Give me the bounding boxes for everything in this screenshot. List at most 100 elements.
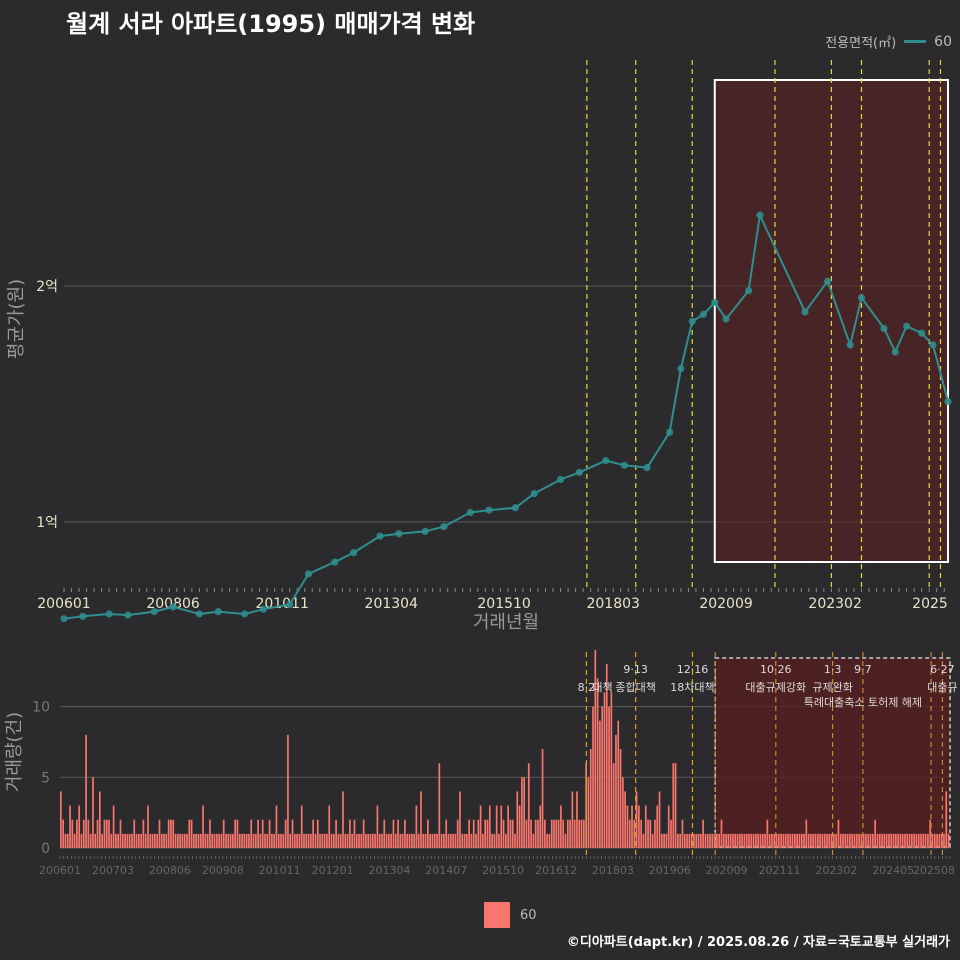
- volume-bar: [349, 819, 351, 848]
- volume-bar: [649, 819, 652, 848]
- volume-bar: [117, 833, 120, 848]
- volume-bar: [621, 777, 624, 848]
- volume-bar: [681, 819, 684, 848]
- volume-bar: [539, 805, 542, 848]
- volume-bar: [85, 734, 87, 848]
- volume-bar: [543, 819, 546, 848]
- volume-bar: [658, 791, 661, 848]
- x-tick-label-top: 202009: [699, 596, 752, 612]
- volume-bar: [688, 833, 691, 848]
- price-point: [530, 490, 538, 498]
- y-tick-label-bottom: 5: [41, 770, 50, 786]
- volume-bar: [314, 833, 317, 848]
- volume-bar: [149, 833, 152, 848]
- volume-bar: [839, 833, 842, 848]
- volume-bar: [220, 833, 223, 848]
- volume-bar: [248, 833, 250, 848]
- volume-bar: [126, 833, 129, 848]
- x-tick-label-top: 201803: [586, 596, 639, 612]
- volume-bar: [917, 833, 920, 848]
- volume-bar: [651, 833, 654, 848]
- volume-bar: [181, 833, 184, 848]
- price-point: [944, 397, 952, 406]
- price-point: [929, 341, 937, 349]
- volume-bar: [179, 833, 181, 848]
- volume-bar: [78, 805, 81, 848]
- volume-bar: [922, 833, 925, 848]
- volume-bar: [874, 819, 876, 848]
- volume-bar: [816, 833, 819, 848]
- volume-bar: [475, 833, 477, 848]
- x-tick-label-bottom: 201011: [259, 864, 301, 877]
- volume-bar: [612, 763, 615, 848]
- volume-bar: [300, 805, 303, 848]
- volume-bar: [312, 819, 315, 848]
- price-point: [240, 610, 249, 618]
- volume-bar: [124, 833, 126, 848]
- volume-bar: [631, 805, 633, 848]
- volume-bar: [353, 819, 356, 848]
- volume-bar: [404, 819, 406, 848]
- volume-bar: [415, 805, 418, 848]
- volume-bar: [429, 833, 431, 848]
- price-point: [824, 277, 832, 285]
- volume-bar: [582, 819, 585, 848]
- volume-bar: [849, 833, 851, 848]
- annotation-text: 대출규제강화: [745, 681, 806, 694]
- volume-bar: [787, 833, 789, 848]
- volume-bar: [470, 833, 473, 848]
- volume-bar: [679, 833, 682, 848]
- volume-bar: [791, 833, 794, 848]
- volume-bar: [525, 819, 528, 848]
- x-tick-label-bottom: 201803: [592, 864, 634, 877]
- annotation-date: 9·7: [854, 663, 872, 676]
- volume-bar: [438, 763, 441, 848]
- volume-bar: [424, 833, 427, 848]
- y-tick-label-top: 1억: [36, 515, 58, 531]
- volume-bar: [927, 833, 929, 848]
- volume-bar: [587, 777, 590, 848]
- volume-bar: [812, 833, 815, 848]
- volume-bar: [550, 819, 553, 848]
- volume-bar: [188, 819, 191, 848]
- volume-bar: [777, 833, 780, 848]
- volume-bar: [135, 833, 138, 848]
- volume-bar: [493, 833, 496, 848]
- volume-bar: [846, 833, 849, 848]
- volume-bar: [835, 833, 838, 848]
- volume-bar: [449, 833, 452, 848]
- x-tick-label-bottom: 202302: [815, 864, 857, 877]
- volume-bar: [280, 833, 282, 848]
- volume-bar: [261, 819, 264, 848]
- volume-bar: [800, 833, 803, 848]
- volume-bar: [686, 833, 688, 848]
- volume-bar: [337, 833, 340, 848]
- volume-bar: [92, 777, 94, 848]
- volume-bar: [810, 833, 812, 848]
- volume-bar: [73, 833, 76, 848]
- volume-bar: [509, 819, 512, 848]
- volume-bar: [881, 833, 883, 848]
- volume-bar: [635, 791, 638, 848]
- volume-bar: [486, 819, 489, 848]
- volume-bar: [807, 833, 810, 848]
- price-point: [620, 461, 629, 469]
- volume-bar: [899, 833, 902, 848]
- volume-bar: [271, 833, 273, 848]
- volume-bar: [674, 763, 677, 848]
- volume-bar: [140, 833, 142, 848]
- volume-bar: [516, 791, 519, 848]
- volume-bar: [371, 833, 374, 848]
- volume-bar: [929, 819, 932, 848]
- volume-bar: [89, 833, 92, 848]
- volume-bar: [560, 805, 562, 848]
- volume-bar: [828, 833, 831, 848]
- volume-bar: [459, 791, 461, 848]
- volume-bar: [936, 833, 938, 848]
- volume-bar: [257, 819, 259, 848]
- volume-bar: [238, 833, 241, 848]
- volume-bar: [915, 833, 918, 848]
- x-tick-label-bottom: 201407: [425, 864, 467, 877]
- volume-bar: [186, 833, 188, 848]
- volume-bar: [165, 833, 168, 848]
